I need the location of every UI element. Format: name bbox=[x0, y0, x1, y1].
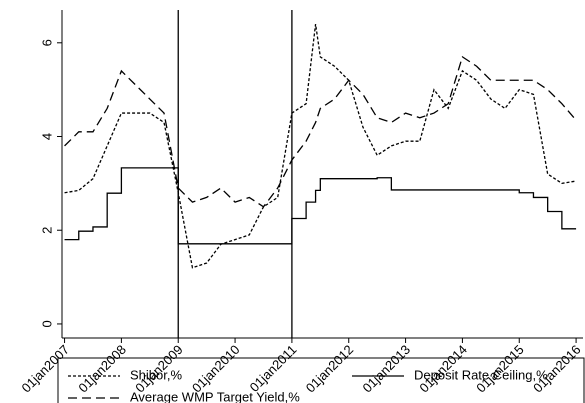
legend-label: Average WMP Target Yield,% bbox=[130, 389, 300, 403]
x-tick-label: 01jan2011 bbox=[247, 342, 300, 395]
y-tick-label: 0 bbox=[39, 320, 54, 327]
line-series bbox=[64, 55, 577, 208]
x-tick-label: 01jan2013 bbox=[360, 342, 414, 396]
y-tick-label: 4 bbox=[39, 133, 54, 140]
y-tick-label: 6 bbox=[39, 39, 54, 46]
legend-box bbox=[57, 357, 585, 403]
x-tick-label: 01jan2008 bbox=[75, 342, 129, 396]
line-series bbox=[64, 167, 577, 245]
legend-label: Deposit Rate Ceiling,% bbox=[414, 367, 548, 382]
line-series bbox=[64, 23, 577, 269]
legend-label: Shibor,% bbox=[130, 367, 182, 382]
y-tick-label: 2 bbox=[39, 227, 54, 234]
x-tick-label: 01jan2007 bbox=[19, 342, 73, 396]
x-tick-label: 01jan2010 bbox=[189, 342, 243, 396]
x-tick-label: 01jan2012 bbox=[303, 342, 357, 396]
